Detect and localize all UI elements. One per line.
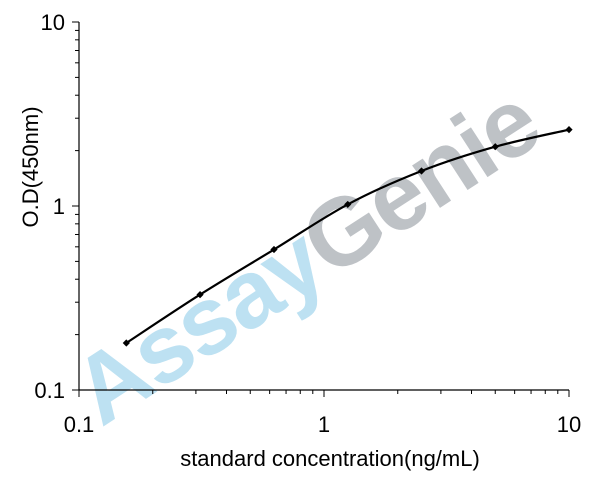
watermark-part2: Genie <box>283 67 557 297</box>
y-tick-label: 0.1 <box>34 378 65 403</box>
svg-text:AssayGenie: AssayGenie <box>55 67 557 445</box>
y-axis-title: O.D(450nm) <box>18 106 43 227</box>
data-point <box>344 200 352 209</box>
x-tick-label: 1 <box>318 412 330 437</box>
series-group <box>122 126 573 347</box>
data-point <box>270 245 278 254</box>
x-tick-label: 10 <box>557 412 581 437</box>
y-tick-label: 10 <box>41 10 65 35</box>
data-point <box>565 126 573 134</box>
y-axis-ticks <box>72 21 79 391</box>
y-tick-labels: 0.1 1 10 <box>34 10 65 403</box>
watermark: AssayGenie <box>55 67 557 445</box>
data-point <box>417 167 426 175</box>
x-axis-title: standard concentration(ng/mL) <box>180 446 480 471</box>
x-tick-label: 0.1 <box>64 412 95 437</box>
x-axis-ticks <box>78 390 570 397</box>
data-point <box>196 290 204 299</box>
y-tick-label: 1 <box>53 194 65 219</box>
watermark-part1: Assay <box>55 206 343 445</box>
x-tick-labels: 0.1 1 10 <box>64 412 582 437</box>
data-point <box>491 143 499 151</box>
data-point <box>122 339 130 347</box>
